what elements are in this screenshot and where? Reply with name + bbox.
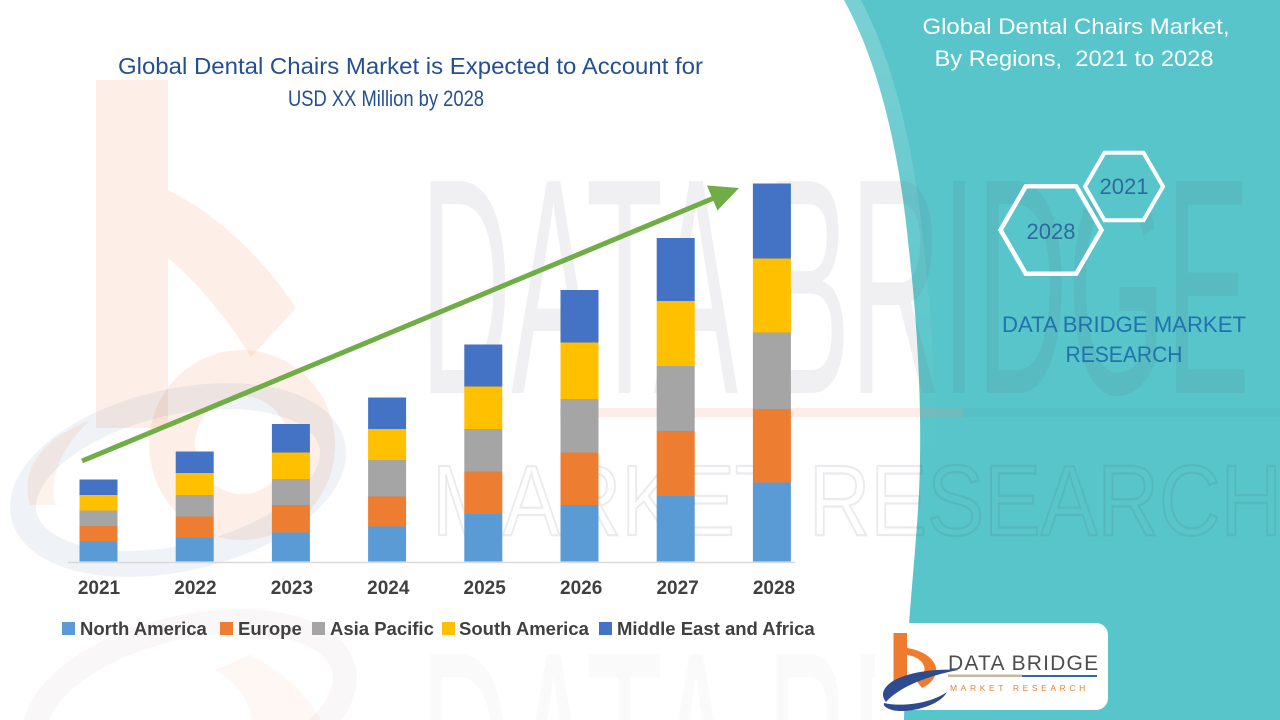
svg-text:2025: 2025 (464, 578, 507, 599)
svg-text:North America: North America (80, 618, 208, 639)
svg-text:Middle East and Africa: Middle East and Africa (617, 618, 815, 639)
svg-text:2027: 2027 (656, 578, 698, 599)
svg-text:MARKET RESEARCH: MARKET RESEARCH (950, 683, 1089, 693)
svg-text:DATA BRIDGE: DATA BRIDGE (948, 652, 1099, 675)
svg-text:Europe: Europe (238, 618, 302, 639)
svg-text:2021: 2021 (1100, 174, 1149, 199)
svg-text:South America: South America (459, 618, 590, 639)
svg-text:Asia Pacific: Asia Pacific (330, 618, 434, 639)
svg-text:RESEARCH: RESEARCH (1066, 342, 1183, 367)
svg-text:Global Dental Chairs Market is: Global Dental Chairs Market is Expected … (118, 53, 703, 79)
svg-text:2026: 2026 (560, 578, 602, 599)
svg-text:2022: 2022 (174, 578, 216, 599)
svg-text:MARKET RESEARCH: MARKET RESEARCH (432, 445, 1280, 557)
svg-text:2023: 2023 (271, 578, 313, 599)
svg-text:2021: 2021 (78, 578, 121, 599)
svg-text:2028: 2028 (1027, 219, 1076, 244)
svg-text:Global Dental Chairs Market,: Global Dental Chairs Market, (923, 14, 1230, 39)
svg-text:2024: 2024 (367, 578, 410, 599)
svg-text:DATA BRIDGE MARKET: DATA BRIDGE MARKET (1002, 312, 1246, 337)
svg-text:2028: 2028 (753, 578, 795, 599)
svg-text:USD XX Million by 2028: USD XX Million by 2028 (288, 86, 484, 111)
svg-text:By Regions, 2021 to 2028: By Regions, 2021 to 2028 (935, 46, 1214, 71)
